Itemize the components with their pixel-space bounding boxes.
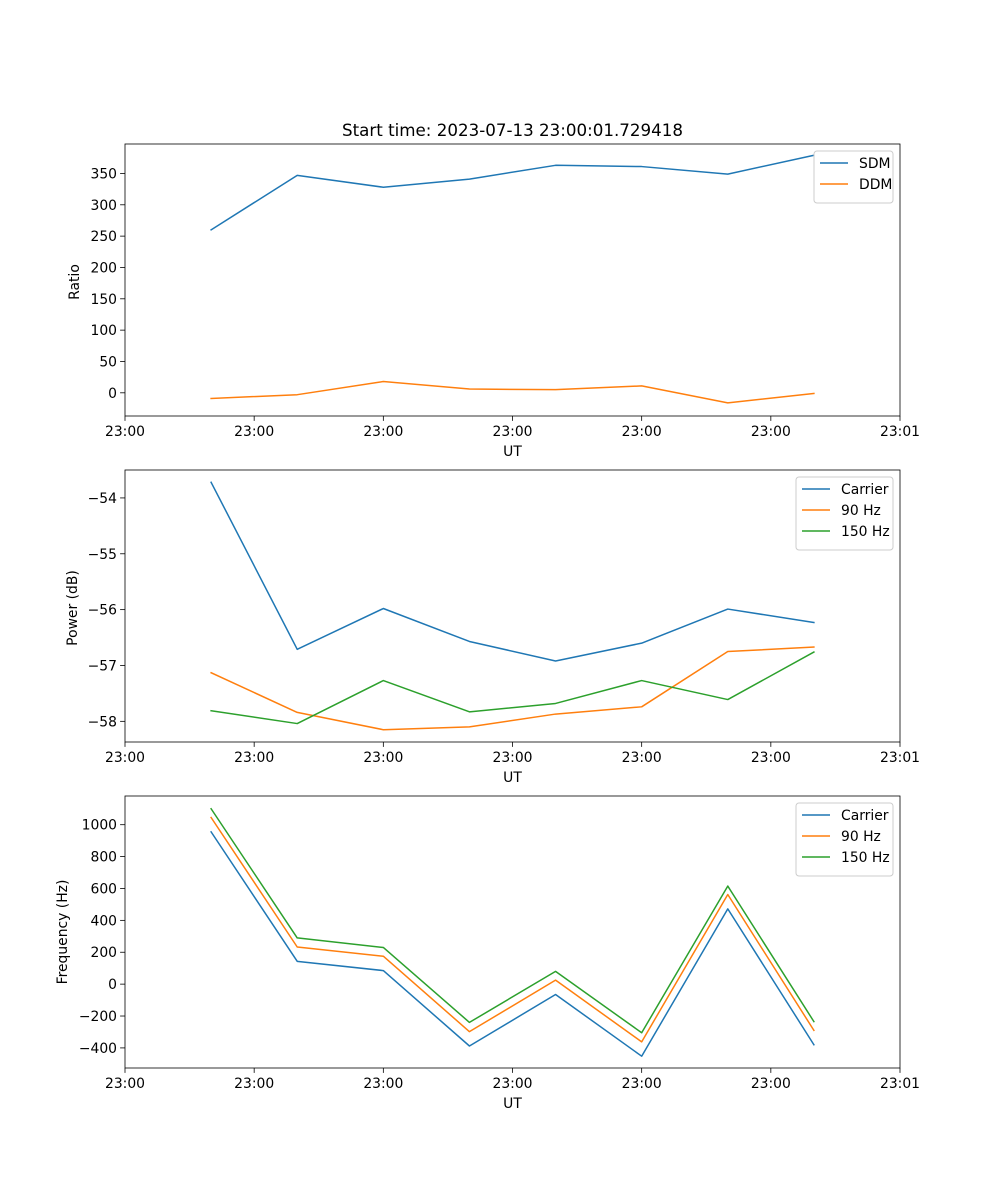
y-tick-label: 350 [90,166,117,182]
y-tick-label: 300 [90,198,117,214]
y-tick-label: −56 [88,603,117,619]
y-tick-label: 1000 [82,818,117,834]
x-tick-label: 23:00 [492,424,532,440]
plot-area-ratio: 23:00 23:00 23:00 23:00 23:00 23:00 23:01 0 50 10… [90,143,920,440]
x-tick-label: 23:00 [105,750,145,766]
y-tick-label: 250 [90,229,117,245]
x-tick-label: 23:00 [363,1076,403,1092]
legend-entry: SDM [859,156,891,172]
legend-entry: Carrier [841,808,889,824]
x-tick-label: 23:01 [880,424,920,440]
y-tick-label: 200 [90,945,117,961]
legend-entry: DDM [859,177,892,193]
x-tick-label: 23:00 [492,1076,532,1092]
y-tick-label: 50 [99,354,117,370]
legend-entry: 90 Hz [841,829,881,845]
legend-entry: 90 Hz [841,503,881,519]
panel-frequency: 23:00 23:00 23:00 23:00 23:00 23:00 23:01 1000 8… [55,795,920,1112]
x-tick-label: 23:00 [751,1076,791,1092]
y-tick-label: −57 [88,658,117,674]
y-tick-label: 600 [90,881,117,897]
x-tick-label: 23:00 [622,424,662,440]
series-line [210,481,815,662]
x-tick-label: 23:00 [363,750,403,766]
series-line [210,380,815,404]
x-axis-label: UT [503,770,522,786]
y-axis-label: Frequency (Hz) [55,880,71,985]
x-axis-label: UT [503,1096,522,1112]
legend-entry: 150 Hz [841,850,890,866]
x-tick-label: 23:00 [622,750,662,766]
x-tick-label: 23:00 [234,1076,274,1092]
y-axis-label: Ratio [67,264,83,300]
series-line [210,651,815,725]
y-tick-label: −200 [79,1009,117,1025]
x-tick-label: 23:00 [622,1076,662,1092]
y-tick-label: 0 [108,977,117,993]
series-line [210,816,815,1043]
series-line [210,807,815,1034]
y-tick-label: −400 [79,1041,117,1057]
y-tick-label: 200 [90,260,117,276]
y-tick-label: 800 [90,850,117,866]
x-tick-label: 23:00 [751,424,791,440]
panel-ratio: Start time: 2023-07-13 23:00:01.729418 2… [67,120,920,460]
x-tick-label: 23:01 [880,750,920,766]
y-tick-label: 400 [90,913,117,929]
series-line [210,830,815,1057]
y-tick-label: 100 [90,323,117,339]
y-tick-label: −54 [88,491,117,507]
y-tick-label: −55 [88,547,117,563]
series-line [210,154,815,231]
plot-area-power: 23:00 23:00 23:00 23:00 23:00 23:00 23:01 −54 −5… [88,469,920,766]
panel-power: 23:00 23:00 23:00 23:00 23:00 23:00 23:01 −54 −5… [65,469,920,786]
y-tick-label: 0 [108,386,117,402]
y-tick-label: 150 [90,292,117,308]
legend-box [813,150,894,204]
y-tick-label: −58 [88,714,117,730]
x-tick-label: 23:00 [363,424,403,440]
x-tick-label: 23:00 [105,424,145,440]
x-axis-label: UT [503,444,522,460]
chart-title: Start time: 2023-07-13 23:00:01.729418 [342,120,683,140]
x-tick-label: 23:01 [880,1076,920,1092]
x-tick-label: 23:00 [234,424,274,440]
x-tick-label: 23:00 [105,1076,145,1092]
series-line [210,646,815,731]
legend-entry: Carrier [841,482,889,498]
legend-entry: 150 Hz [841,524,890,540]
plot-area-frequency: 23:00 23:00 23:00 23:00 23:00 23:00 23:01 1000 8… [79,795,920,1092]
y-axis-label: Power (dB) [65,570,81,646]
x-tick-label: 23:00 [492,750,532,766]
x-tick-label: 23:00 [751,750,791,766]
x-tick-label: 23:00 [234,750,274,766]
